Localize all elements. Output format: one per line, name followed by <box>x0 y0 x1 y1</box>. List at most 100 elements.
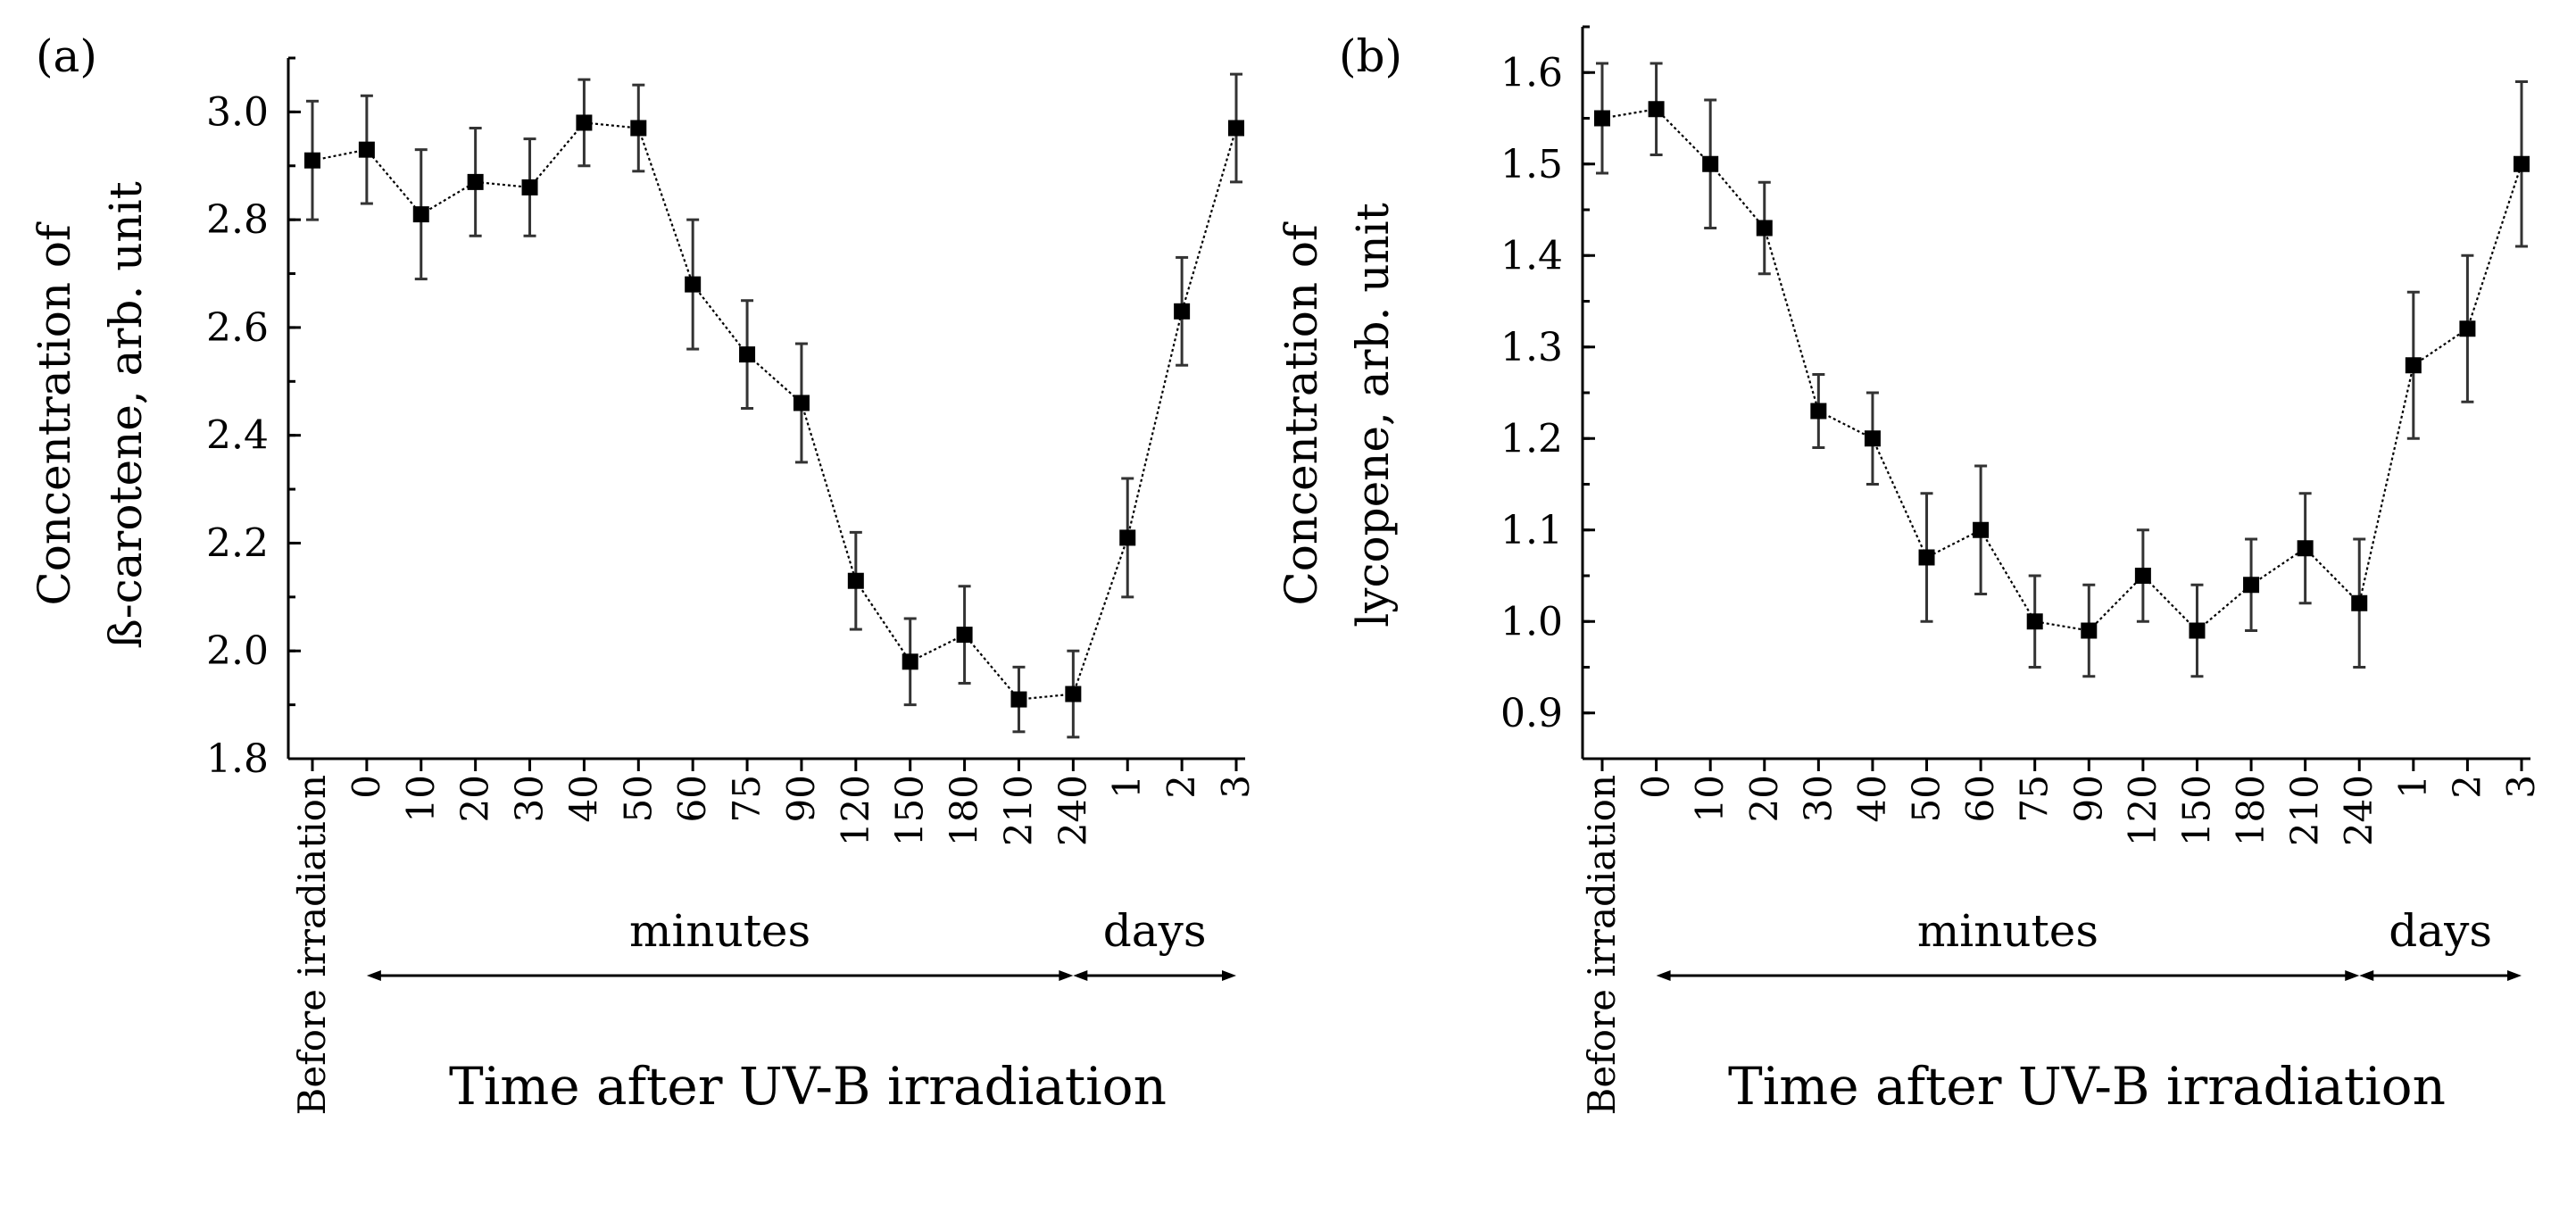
x-category-label: 10 <box>399 775 443 822</box>
data-point <box>685 276 702 293</box>
data-point <box>1010 691 1027 708</box>
y-axis-label-line1: Concentration of <box>29 221 80 606</box>
data-point <box>1119 529 1136 546</box>
y-tick-label: 2.8 <box>206 197 269 243</box>
data-point <box>2243 577 2260 594</box>
x-category-label: 60 <box>1958 775 2002 822</box>
group-label: days <box>1103 905 1207 957</box>
y-axis-label-line2: ß-carotene, arb. unit <box>100 181 152 648</box>
arrowhead-right <box>2345 970 2360 981</box>
y-tick-label: 2.0 <box>206 628 269 674</box>
series-line <box>312 121 1238 701</box>
x-category-label: 180 <box>2229 775 2273 846</box>
data-point <box>1594 110 1610 127</box>
x-category-label: 90 <box>779 775 823 822</box>
data-point <box>304 152 320 169</box>
y-tick-label: 3.0 <box>206 89 269 135</box>
x-category-label: 40 <box>561 775 605 822</box>
data-point <box>2351 594 2368 611</box>
data-point <box>1065 686 1082 702</box>
panel-label: (a) <box>36 30 97 82</box>
x-category-label: 60 <box>670 775 714 822</box>
x-category-label: 210 <box>2283 775 2327 846</box>
data-point <box>630 120 647 137</box>
x-category-label: 0 <box>345 775 388 799</box>
arrowhead-left <box>1073 970 1088 981</box>
x-category-label: 3 <box>2499 775 2543 799</box>
group-label: days <box>2389 905 2492 957</box>
panel-label: (b) <box>1339 30 1402 82</box>
data-point <box>1228 120 1244 137</box>
y-tick-label: 1.8 <box>206 736 269 782</box>
x-category-label: 210 <box>996 775 1040 846</box>
x-category-label: 1 <box>2391 775 2435 799</box>
y-tick-label: 1.1 <box>1500 508 1563 553</box>
y-tick-label: 1.2 <box>1500 416 1563 461</box>
series-line <box>1601 108 2523 632</box>
arrowhead-right <box>1059 970 1074 981</box>
x-category-label: 40 <box>1850 775 1894 822</box>
data-point <box>793 395 810 411</box>
data-point <box>576 114 593 131</box>
y-tick-label: 2.6 <box>206 305 269 351</box>
data-point <box>1810 403 1827 420</box>
arrowhead-right <box>1222 970 1236 981</box>
arrowhead-left <box>1656 970 1671 981</box>
data-point <box>902 653 918 670</box>
arrowhead-right <box>2507 970 2522 981</box>
arrowhead-left <box>366 970 381 981</box>
data-point <box>2134 568 2151 584</box>
group-label: minutes <box>1917 905 2098 957</box>
x-axis-label: Time after UV-B irradiation <box>1728 1056 2446 1117</box>
x-category-label: 10 <box>1688 775 1732 822</box>
x-category-label: 150 <box>888 775 932 846</box>
group-label: minutes <box>629 905 810 957</box>
x-category-label: 2 <box>1159 775 1203 799</box>
data-point <box>1648 101 1665 118</box>
data-point <box>2297 540 2314 557</box>
x-category-label: 20 <box>453 775 497 822</box>
arrowhead-left <box>2359 970 2374 981</box>
x-category-label: 30 <box>508 775 552 822</box>
data-point <box>847 572 864 589</box>
data-point <box>1174 303 1191 320</box>
y-tick-label: 1.3 <box>1500 325 1563 370</box>
y-tick-label: 1.5 <box>1500 142 1563 187</box>
data-point <box>1756 220 1773 237</box>
y-tick-label: 0.9 <box>1500 691 1563 736</box>
y-tick-label: 1.6 <box>1500 50 1563 96</box>
data-point <box>2081 622 2098 639</box>
data-point <box>2189 622 2206 639</box>
x-category-label: Before irradiation <box>1580 775 1624 1115</box>
x-category-label: 1 <box>1105 775 1149 799</box>
x-category-label: 75 <box>725 775 769 822</box>
y-axis-label-line1: Concentration of <box>1276 221 1327 606</box>
y-tick-label: 2.2 <box>206 520 269 566</box>
data-point <box>1864 430 1881 447</box>
x-category-label: 75 <box>2013 775 2057 822</box>
panel-b: (b) 0.9 1.0 1.1 1.2 1.3 1.4 1.5 1.6 Concentration… <box>1276 25 2543 1117</box>
x-category-label: 30 <box>1796 775 1840 822</box>
y-tick-label: 1.4 <box>1500 233 1563 278</box>
data-point <box>467 173 484 190</box>
data-point <box>2459 320 2476 337</box>
data-point <box>521 179 538 195</box>
data-point <box>2026 613 2043 630</box>
x-category-label: 240 <box>2337 775 2381 846</box>
data-point <box>412 206 429 223</box>
data-point <box>358 141 375 158</box>
data-point <box>739 346 756 363</box>
x-category-label: 3 <box>1214 775 1258 799</box>
x-category-label: 50 <box>616 775 660 822</box>
data-point <box>956 627 973 644</box>
x-category-label: 20 <box>1742 775 1786 822</box>
y-axis-label-line2: lycopene, arb. unit <box>1347 203 1399 627</box>
x-category-label: 0 <box>1634 775 1678 799</box>
x-category-label: 50 <box>1905 775 1949 822</box>
y-tick-label: 1.0 <box>1500 599 1563 644</box>
x-category-label: 90 <box>2066 775 2110 822</box>
data-point <box>2514 155 2530 172</box>
x-axis-label: Time after UV-B irradiation <box>449 1056 1167 1117</box>
x-category-label: Before irradiation <box>290 775 334 1115</box>
